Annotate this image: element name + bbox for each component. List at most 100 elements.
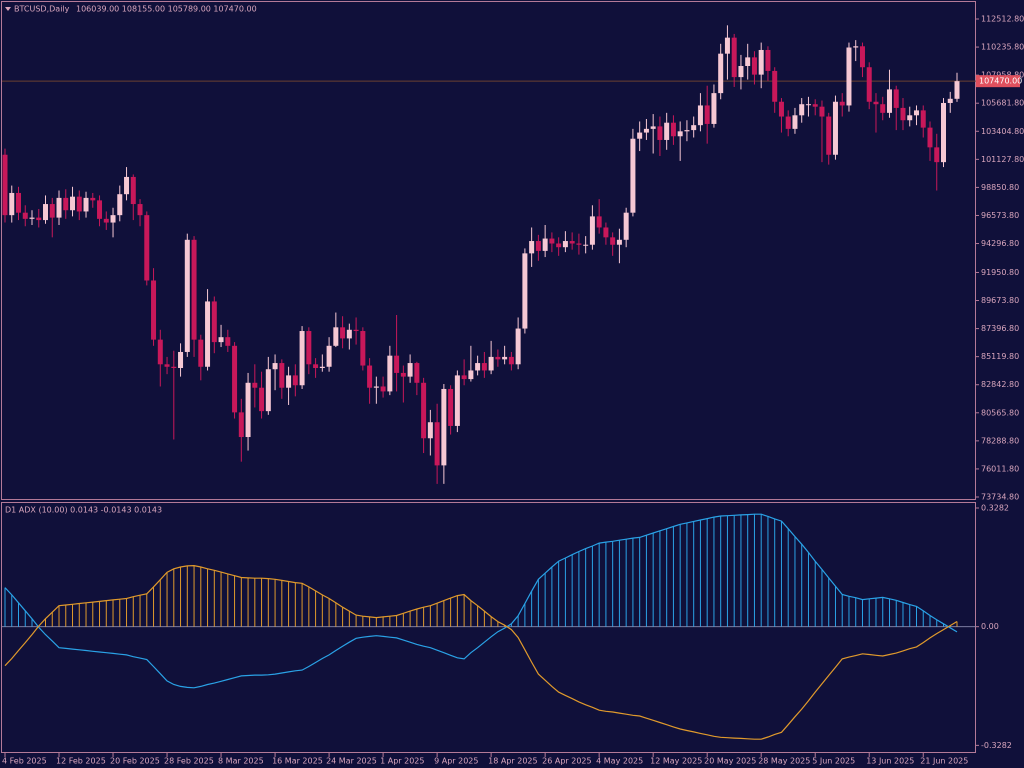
y-tick-label: 85119.80 (981, 352, 1019, 361)
candle-body (853, 46, 859, 48)
candle-body (495, 356, 501, 360)
candle-body (799, 104, 805, 116)
y-tick-label: 101127.80 (981, 155, 1024, 164)
candle-body (225, 337, 231, 346)
candle-body (859, 46, 865, 68)
y-tick-label: 98850.80 (981, 183, 1019, 192)
candle-body (387, 355, 393, 392)
candle-body (623, 212, 629, 240)
candle-body (191, 239, 197, 340)
candle-body (704, 105, 710, 124)
candle-body (792, 115, 798, 129)
candle-body (542, 238, 548, 251)
candle-body (171, 366, 177, 368)
candle-body (36, 217, 42, 221)
candle-body (832, 101, 838, 155)
y-tick-label: 87396.80 (981, 324, 1019, 333)
candle-body (218, 337, 224, 343)
y-tick-label: 82842.80 (981, 380, 1019, 389)
indicator-title: D1 ADX (10.00) 0.0143 -0.0143 0.0143 (5, 506, 162, 515)
candle-body (738, 65, 744, 78)
y-tick-label: 80565.80 (981, 408, 1019, 417)
last-price-label: 107470.00 (979, 77, 1022, 86)
candle-body (414, 363, 420, 383)
y-tick-label: 94296.80 (981, 239, 1019, 248)
candle-body (319, 366, 325, 368)
candle-body (16, 192, 22, 213)
x-tick-label: 26 Apr 2025 (542, 757, 591, 766)
candle-body (502, 356, 508, 360)
y-tick-label: 0.00 (981, 622, 999, 631)
candle-body (49, 204, 55, 218)
candle-body (184, 239, 190, 352)
candle-body (846, 47, 852, 106)
y-tick-label: 76011.80 (981, 464, 1019, 473)
candle-body (164, 364, 170, 367)
candle-body (70, 196, 76, 211)
candle-body (211, 301, 217, 343)
candle-body (657, 126, 663, 140)
candle-body (886, 89, 892, 113)
candle-body (130, 176, 136, 205)
symbol-menu-arrow[interactable] (5, 7, 11, 11)
candle-body (380, 386, 386, 392)
candle-body (9, 192, 15, 216)
candle-body (947, 98, 953, 103)
candle-body (292, 375, 298, 386)
candle-body (22, 212, 28, 219)
candle-body (90, 197, 96, 201)
candle-body (873, 101, 879, 105)
candle-body (893, 89, 899, 108)
candle-body (83, 197, 89, 212)
candle-body (650, 126, 656, 129)
candle-body (299, 331, 305, 386)
candle-body (670, 122, 676, 137)
candle-body (2, 154, 8, 216)
x-tick-label: 18 Apr 2025 (488, 757, 537, 766)
candle-body (178, 351, 184, 368)
y-tick-label: 96573.80 (981, 211, 1019, 220)
candle-body (772, 70, 778, 102)
candle-body (407, 363, 413, 377)
candle-body (29, 217, 35, 219)
candle-body (265, 369, 271, 412)
candle-body (272, 363, 278, 370)
x-tick-label: 1 Apr 2025 (380, 757, 424, 766)
candle-body (124, 176, 130, 195)
candle-body (569, 241, 575, 244)
candle-body (745, 57, 751, 66)
candle-body (421, 382, 427, 439)
candle-body (76, 196, 82, 212)
x-tick-label: 5 Jun 2025 (812, 757, 855, 766)
candle-body (549, 238, 555, 244)
y-tick-label: 73734.80 (981, 492, 1019, 501)
candle-body (522, 253, 528, 329)
candle-body (805, 104, 811, 106)
candle-body (684, 130, 690, 132)
candle-body (907, 115, 913, 121)
candle-body (306, 331, 312, 365)
candle-body (137, 204, 143, 216)
x-tick-label: 12 May 2025 (650, 757, 702, 766)
candle-body (157, 339, 163, 365)
indicator-line (4, 513, 958, 689)
price-panel-frame (1, 1, 976, 500)
candle-body (333, 327, 339, 346)
candle-body (468, 370, 474, 380)
x-tick-label: 4 May 2025 (596, 757, 643, 766)
candle-body (589, 216, 595, 245)
candle-body (583, 244, 589, 246)
candle-body (313, 364, 319, 368)
candle-body (508, 356, 514, 365)
x-tick-label: 12 Feb 2025 (56, 757, 106, 766)
candle-body (461, 375, 467, 380)
candle-body (562, 241, 568, 248)
candle-body (576, 243, 582, 245)
candle-body (900, 107, 906, 121)
y-tick-label: 105681.80 (981, 99, 1024, 108)
candle-body (353, 329, 359, 332)
candle-body (286, 375, 292, 388)
candle-body (400, 372, 406, 377)
candle-body (556, 243, 562, 248)
